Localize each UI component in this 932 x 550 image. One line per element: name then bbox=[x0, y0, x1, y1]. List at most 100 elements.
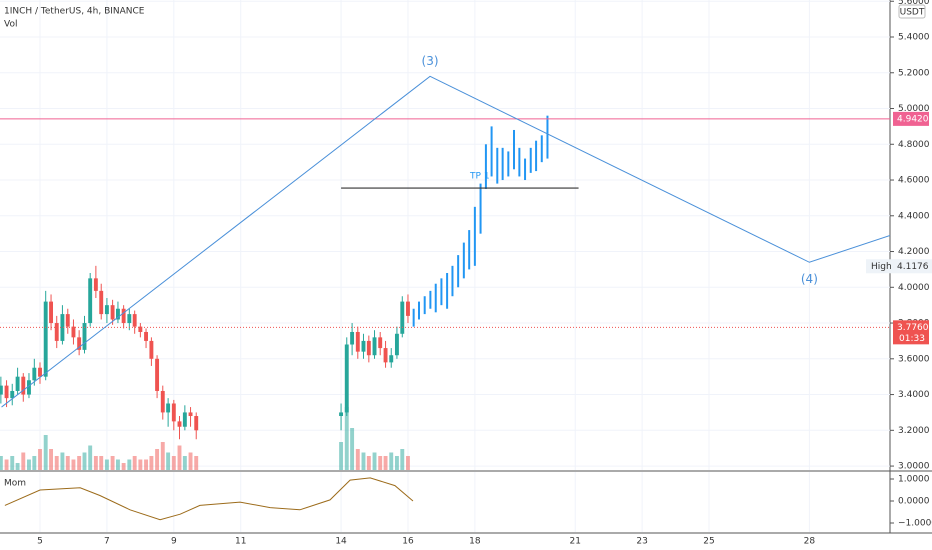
volume-bar bbox=[38, 449, 42, 470]
candle-body bbox=[155, 358, 160, 391]
volume-bar bbox=[88, 445, 93, 470]
y-tick-label: 5.0000 bbox=[898, 104, 930, 114]
candle-body bbox=[15, 376, 20, 391]
candle-body bbox=[77, 337, 82, 350]
candle-body bbox=[350, 331, 355, 345]
volume-bar bbox=[355, 449, 360, 470]
high-text: High bbox=[871, 262, 892, 272]
high-label: 4.1176 bbox=[897, 262, 929, 272]
volume-bar bbox=[144, 459, 148, 470]
volume-bar bbox=[400, 449, 405, 470]
y-tick-label: 3.2000 bbox=[898, 426, 930, 436]
candle-body bbox=[82, 323, 87, 350]
candle-body bbox=[394, 333, 399, 356]
y-tick-label: 4.2000 bbox=[898, 247, 930, 257]
wave-line bbox=[1, 75, 891, 408]
candle-body bbox=[144, 331, 148, 341]
x-tick-label: 23 bbox=[636, 537, 647, 547]
candle-body bbox=[10, 390, 15, 399]
volume-bar bbox=[0, 456, 3, 470]
candle-body bbox=[104, 305, 109, 315]
x-tick-label: 21 bbox=[569, 537, 580, 547]
volume-bar bbox=[21, 452, 26, 470]
volume-bar bbox=[15, 463, 20, 470]
volume-bar bbox=[82, 452, 87, 470]
x-tick-label: 9 bbox=[171, 537, 177, 547]
last-badge bbox=[893, 320, 929, 345]
volume-bar bbox=[155, 449, 160, 470]
mom-label: Mom bbox=[4, 479, 26, 489]
candle-body bbox=[194, 416, 199, 431]
candle-body bbox=[177, 421, 182, 427]
y-tick-label: −1.0000 bbox=[898, 519, 932, 529]
countdown: 01:33 bbox=[899, 334, 925, 344]
candle-body bbox=[38, 367, 42, 377]
x-tick-label: 16 bbox=[402, 537, 414, 547]
candle-body bbox=[400, 301, 405, 334]
volume-bar bbox=[27, 459, 31, 470]
volume-bar bbox=[54, 456, 59, 470]
volume-bar bbox=[110, 456, 115, 470]
volume-bar bbox=[406, 456, 410, 470]
volume-bar bbox=[104, 459, 109, 470]
y-tick-label: 3.6000 bbox=[898, 354, 930, 364]
volume-bar bbox=[115, 459, 120, 470]
candle-body bbox=[121, 308, 126, 324]
candle-body bbox=[166, 403, 171, 413]
chart-title: 1INCH / TetherUS, 4h, BINANCE bbox=[4, 7, 145, 17]
y-tick-label: 4.4000 bbox=[898, 211, 930, 221]
y-tick-label: 4.8000 bbox=[898, 140, 930, 150]
y-tick-label: 5.6000 bbox=[898, 0, 930, 7]
y-tick-label: 5.4000 bbox=[898, 33, 930, 43]
volume-bar bbox=[171, 456, 176, 470]
tp-label: TP 1 bbox=[469, 172, 490, 182]
volume-bar bbox=[127, 459, 132, 470]
candle-body bbox=[171, 403, 176, 422]
volume-label: Vol bbox=[4, 20, 17, 30]
candle-body bbox=[0, 385, 3, 395]
level-badge-label: 4.9420 bbox=[897, 114, 929, 124]
candle-body bbox=[372, 337, 377, 356]
candle-body bbox=[188, 412, 193, 417]
candle-body bbox=[27, 380, 31, 395]
volume-bar bbox=[188, 452, 193, 470]
candle-body bbox=[366, 340, 371, 356]
y-tick-label: 0.0000 bbox=[898, 496, 930, 506]
candle-body bbox=[344, 344, 349, 413]
volume-bar bbox=[93, 456, 98, 470]
x-tick-label: 18 bbox=[469, 537, 481, 547]
candle-body bbox=[93, 278, 98, 291]
candle-body bbox=[182, 412, 187, 427]
candle-body bbox=[389, 355, 394, 363]
candle-body bbox=[378, 337, 383, 349]
currency: USDT bbox=[900, 8, 925, 18]
y-tick-label: 1.0000 bbox=[898, 474, 930, 484]
mom-line bbox=[4, 477, 414, 521]
candle-body bbox=[43, 301, 48, 377]
volume-bar bbox=[177, 445, 182, 470]
volume-bar bbox=[32, 456, 37, 470]
volume-bar bbox=[99, 456, 104, 470]
last-label: 3.7760 bbox=[897, 323, 929, 333]
candle-body bbox=[60, 314, 65, 341]
candle-body bbox=[361, 340, 366, 352]
volume-bar bbox=[344, 407, 349, 470]
y-tick-label: 5.2000 bbox=[898, 68, 930, 78]
candle-body bbox=[115, 308, 120, 320]
candle-body bbox=[21, 376, 26, 395]
x-tick-label: 28 bbox=[804, 537, 816, 547]
candle-body bbox=[54, 323, 59, 341]
volume-bar bbox=[138, 459, 143, 470]
volume-bar bbox=[394, 456, 399, 470]
candle-body bbox=[160, 390, 165, 413]
volume-bar bbox=[378, 456, 383, 470]
candle-body bbox=[339, 412, 344, 417]
candle-body bbox=[49, 301, 53, 324]
y-tick-label: 4.0000 bbox=[898, 283, 930, 293]
volume-bar bbox=[60, 452, 65, 470]
volume-bar bbox=[389, 452, 394, 470]
wave-label: (3) bbox=[422, 54, 439, 68]
candle-body bbox=[71, 326, 76, 338]
volume-bar bbox=[149, 456, 154, 470]
volume-bar bbox=[194, 456, 199, 470]
